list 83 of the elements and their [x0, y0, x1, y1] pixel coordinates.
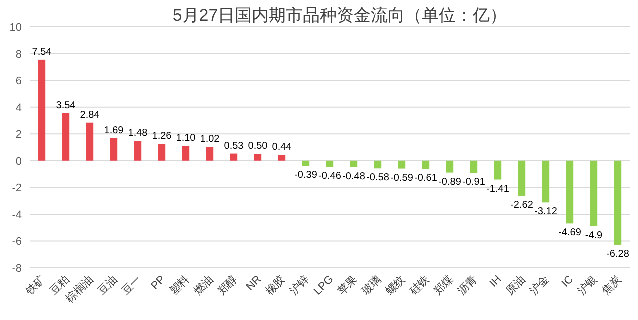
bar	[350, 160, 358, 168]
data-label: -0.59	[390, 172, 414, 184]
bar	[566, 160, 574, 224]
x-tick-label: 沥青	[455, 272, 480, 298]
x-tick-label: NR	[244, 274, 264, 294]
data-label: 0.50	[248, 141, 268, 152]
x-tick-label: 豆油	[95, 272, 120, 298]
x-tick-label: 硅铁	[406, 272, 432, 298]
data-label: 0.53	[224, 140, 244, 152]
y-tick-label: -4	[12, 209, 22, 222]
data-label: -2.62	[510, 200, 534, 211]
bar	[230, 154, 238, 161]
y-tick-label: 8	[16, 48, 22, 61]
x-tick-label: IH	[488, 274, 504, 290]
data-label: 1.48	[128, 128, 148, 140]
data-label: 3.54	[56, 100, 76, 112]
bar	[86, 122, 94, 161]
x-tick-label: PP	[149, 274, 168, 293]
y-tick-label: -6	[12, 236, 22, 248]
bar	[110, 138, 118, 161]
bar	[206, 147, 214, 161]
data-label: 0.44	[272, 142, 292, 153]
x-tick-label: 豆一	[120, 274, 144, 298]
x-tick-label: 橡胶	[263, 272, 288, 298]
bar	[398, 160, 406, 169]
data-label: 1.26	[152, 131, 172, 142]
y-tick-label: 0	[16, 156, 22, 168]
bar	[590, 160, 598, 226]
bar	[494, 160, 502, 180]
data-label: 7.54	[32, 46, 52, 58]
bar	[422, 160, 430, 170]
bar	[134, 141, 142, 161]
data-label: -0.48	[342, 171, 366, 182]
data-label: 2.84	[80, 110, 100, 121]
x-tick-label: 焦炭	[599, 272, 624, 298]
x-tick-label: 郑煤	[432, 274, 456, 298]
x-tick-label: 玻璃	[359, 272, 384, 298]
data-label: 1.02	[200, 134, 220, 146]
y-tick-label: -8	[12, 263, 22, 275]
x-tick-label: 苹果	[336, 274, 360, 298]
bar	[614, 160, 622, 245]
x-tick-label: 沪银	[575, 272, 600, 298]
bar	[158, 144, 166, 161]
data-label: -4.9	[585, 230, 604, 242]
x-tick-label: 郑醇	[215, 272, 240, 298]
data-label: -0.58	[366, 172, 390, 184]
x-tick-label: 塑料	[167, 272, 192, 298]
bar	[470, 160, 478, 174]
x-tick-label: 原油	[503, 272, 528, 298]
y-tick-label: 6	[16, 76, 22, 88]
data-label: -6.28	[606, 248, 630, 260]
data-label: -0.91	[462, 177, 486, 188]
y-tick-label: 2	[16, 129, 22, 142]
data-label: -0.39	[294, 170, 318, 182]
data-label: -0.46	[318, 171, 342, 182]
bar	[302, 160, 310, 166]
bar	[542, 160, 550, 203]
data-label: -4.69	[558, 228, 582, 239]
data-label: 1.69	[104, 125, 124, 136]
data-label: -0.61	[414, 173, 438, 184]
chart-title: 5月27日国内期市品种资金流向（单位：亿）	[172, 6, 508, 25]
bar	[446, 160, 454, 173]
bar	[326, 160, 334, 168]
data-label: -0.89	[438, 176, 462, 188]
bar	[38, 60, 46, 161]
bar	[278, 155, 286, 161]
y-tick-label: 10	[10, 22, 22, 34]
x-tick-label: IC	[560, 274, 576, 290]
x-tick-label: 沪金	[527, 272, 552, 298]
x-tick-label: 沪锌	[287, 272, 312, 298]
bar	[374, 160, 382, 169]
y-tick-label: -2	[12, 182, 22, 195]
bar	[518, 160, 526, 196]
data-label: -3.12	[534, 206, 558, 218]
bar	[62, 113, 70, 161]
y-tick-label: 4	[16, 102, 22, 114]
bar	[254, 154, 262, 161]
x-tick-label: 铁矿	[22, 272, 48, 298]
data-label: 1.10	[176, 133, 196, 144]
x-tick-label: 螺纹	[383, 272, 408, 298]
data-label: -1.41	[486, 184, 510, 195]
x-tick-label: 燃油	[191, 272, 216, 298]
bar	[182, 146, 190, 161]
